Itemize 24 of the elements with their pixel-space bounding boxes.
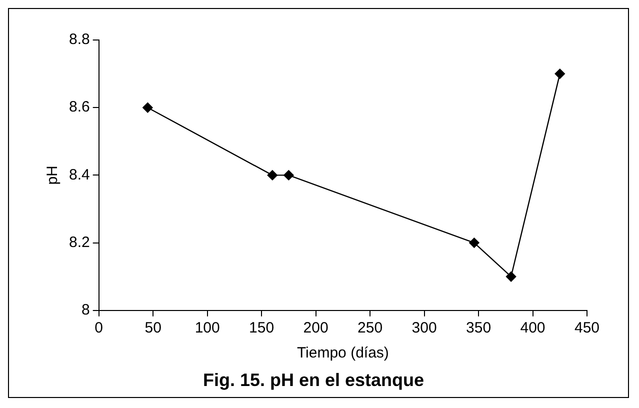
x-tick-label: 0 (94, 320, 104, 337)
x-tick-label: 300 (412, 320, 437, 337)
x-tick-label: 450 (574, 320, 600, 337)
x-tick-label: 400 (520, 320, 546, 337)
y-tick-label: 8.2 (68, 234, 90, 251)
text: Fig. 15. pH en el estanque (202, 370, 424, 390)
point (554, 68, 565, 79)
point (142, 102, 153, 113)
y-tick-label: 8.4 (68, 166, 90, 184)
point (284, 170, 294, 180)
x-tick-label: 100 (194, 320, 220, 337)
x-tick-label: 200 (303, 320, 328, 337)
y-tick-label: 8 (82, 302, 90, 319)
x-tick-label: 50 (144, 320, 162, 337)
point (506, 272, 516, 282)
x-tick-label: 250 (358, 320, 383, 337)
point (267, 170, 278, 180)
y-axis-title: pH (44, 166, 62, 185)
x-axis-title: Tiempo (días) (296, 344, 389, 362)
y-tick-label: 8.8 (68, 31, 90, 48)
y-tick-label: 8.6 (68, 98, 90, 116)
x-tick-label: 150 (249, 320, 274, 337)
point (469, 238, 480, 248)
x-tick-label: 350 (466, 320, 492, 337)
